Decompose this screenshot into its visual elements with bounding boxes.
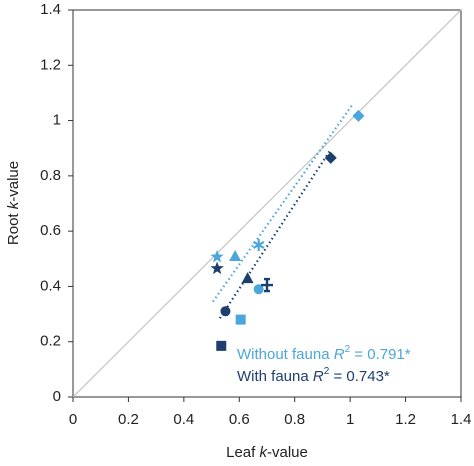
legend-text: R (334, 346, 345, 363)
legend-text: 2 (324, 366, 330, 377)
marker (229, 250, 242, 262)
legend-text: 2 (345, 344, 351, 355)
marker (210, 261, 224, 275)
legend-text: With fauna (237, 368, 313, 385)
x-tick-label: 0 (69, 411, 77, 428)
fit-line (212, 103, 354, 303)
x-label-part: -value (267, 444, 308, 461)
y-tick-label: 0.6 (40, 222, 61, 239)
marker (253, 284, 264, 295)
x-tick-label: 1.4 (451, 411, 472, 428)
legend-text: R (313, 368, 324, 385)
marker (252, 238, 265, 251)
y-tick-label: 1 (53, 112, 61, 129)
plot-frame (72, 9, 462, 398)
x-label-part: k (260, 444, 269, 461)
y-label-part: k (5, 200, 22, 209)
x-tick-label: 0.4 (173, 411, 194, 428)
marker (220, 306, 231, 317)
marker (241, 272, 254, 284)
marker (352, 109, 365, 122)
y-tick-label: 0.8 (40, 167, 61, 184)
legend-entry: With fauna R2 = 0.743* (237, 366, 390, 385)
legend-text: = 0.743* (329, 368, 390, 385)
y-tick-label: 0 (53, 388, 61, 405)
marker (216, 340, 227, 351)
marker (261, 277, 273, 293)
y-tick-label: 0.4 (40, 277, 61, 294)
y-label-part: -value (5, 161, 22, 202)
x-tick-label: 0.2 (118, 411, 139, 428)
legend-entry: Without fauna R2 = 0.791* (237, 344, 411, 363)
marker (210, 249, 224, 263)
x-label-part: Leaf (226, 444, 259, 461)
x-tick-label: 0.8 (284, 411, 305, 428)
y-tick-label: 1.4 (40, 1, 61, 18)
x-axis-label: Leaf k-value (226, 444, 308, 461)
x-tick-label: 0.6 (229, 411, 250, 428)
y-label-part: Root (5, 209, 22, 245)
x-tick-label: 1 (346, 411, 354, 428)
legend-text: Without fauna (237, 346, 334, 363)
y-axis-label: Root k-value (5, 161, 22, 245)
y-tick-label: 1.2 (40, 56, 61, 73)
x-tick-label: 1.2 (395, 411, 416, 428)
legend-text: = 0.791* (350, 346, 411, 363)
marker (235, 314, 246, 325)
reference-line (72, 9, 462, 398)
marker (324, 151, 337, 164)
y-tick-label: 0.2 (40, 333, 61, 350)
